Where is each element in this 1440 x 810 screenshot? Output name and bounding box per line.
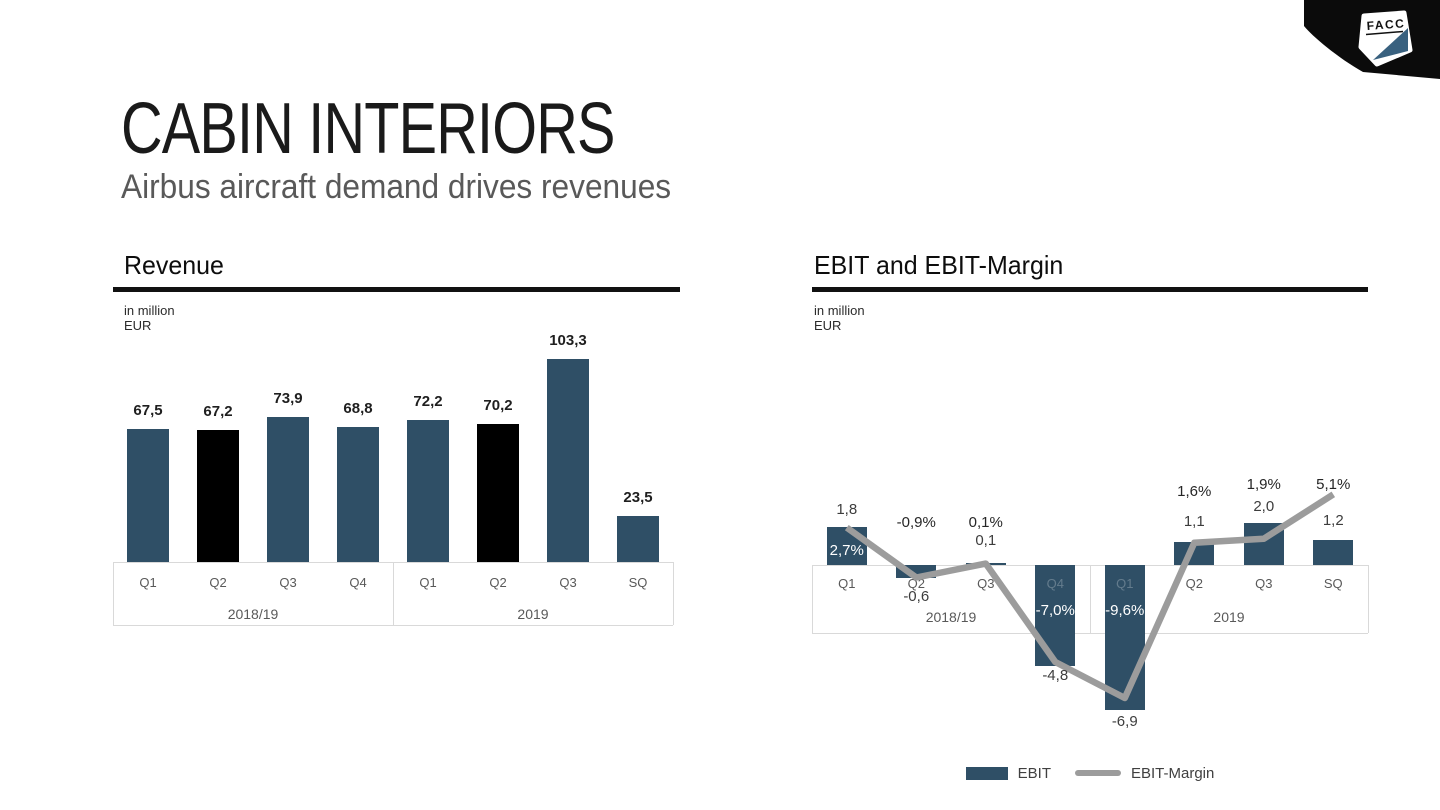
revenue-axis-divider: [393, 562, 394, 625]
revenue-bar-value: 70,2: [483, 397, 513, 415]
revenue-axis-divider: [113, 562, 114, 625]
ebit-margin-label: 2,7%: [829, 542, 864, 559]
ebit-axis-label: Q1: [1116, 576, 1134, 591]
ebit-margin-label: 0,1%: [968, 514, 1003, 531]
ebit-axis-label: Q3: [977, 576, 995, 591]
revenue-axis-label: SQ: [628, 575, 648, 590]
ebit-margin-label: 1,6%: [1177, 483, 1212, 500]
revenue-axis-label: Q3: [559, 575, 577, 590]
ebit-bar-value: 1,8: [836, 501, 858, 518]
ebit-axis-label: Q2: [1185, 576, 1203, 591]
facc-logo: FACC: [1304, 0, 1440, 79]
ebit-unit-line2: EUR: [814, 318, 842, 333]
ebit-bar: [1174, 541, 1215, 565]
legend-margin-label: EBIT-Margin: [1130, 764, 1215, 782]
revenue-axis-label: Q1: [419, 575, 437, 590]
page-subtitle: Airbus aircraft demand drives revenues: [121, 168, 672, 206]
ebit-bar: [965, 562, 1006, 565]
ebit-bar-value: 2,0: [1253, 498, 1275, 515]
revenue-unit-line1: in million: [124, 303, 175, 318]
revenue-bar: [407, 420, 449, 562]
ebit-axis-divider: [812, 565, 813, 633]
revenue-unit-label: in million EUR: [124, 303, 175, 333]
ebit-margin-label: -9,6%: [1105, 602, 1145, 619]
revenue-axis-label: Q1: [139, 575, 157, 590]
revenue-bar: [267, 416, 309, 562]
ebit-axis-label: SQ: [1323, 576, 1343, 591]
ebit-unit-label: in million EUR: [814, 303, 865, 333]
logo-tailfin-icon: [1373, 28, 1408, 60]
legend-ebit-swatch: [965, 766, 1008, 780]
revenue-bar-value: 23,5: [623, 488, 653, 506]
ebit-bar-value: 1,1: [1183, 513, 1205, 530]
ebit-bar-value: -4,8: [1042, 667, 1069, 684]
ebit-margin-label: -7,0%: [1035, 602, 1075, 619]
ebit-bar: [1313, 539, 1354, 565]
page-title: CABIN INTERIORS: [121, 89, 615, 169]
revenue-axis-label: Q2: [209, 575, 227, 590]
ebit-margin-label: 5,1%: [1316, 476, 1351, 493]
revenue-bar: [477, 424, 519, 562]
revenue-axis-bottomline: [113, 625, 673, 626]
revenue-axis-label: Q2: [489, 575, 507, 590]
revenue-heading: Revenue: [124, 250, 224, 280]
revenue-heading-rule: [113, 287, 680, 292]
revenue-bar-value: 67,5: [133, 402, 163, 420]
revenue-bar: [617, 515, 659, 562]
ebit-axis-label: Q4: [1046, 576, 1064, 591]
revenue-group-label: 2018/19: [227, 606, 279, 622]
revenue-bar: [337, 426, 379, 562]
ebit-legend: EBIT EBIT-Margin: [812, 760, 1368, 786]
revenue-bar-value: 72,2: [413, 393, 443, 411]
revenue-bar-value: 73,9: [273, 389, 303, 407]
ebit-axis-divider: [1368, 565, 1369, 633]
ebit-bar: [1243, 523, 1284, 565]
ebit-bar-value: 1,2: [1322, 512, 1344, 529]
ebit-bar-value: 0,1: [975, 532, 997, 549]
revenue-unit-line2: EUR: [124, 318, 152, 333]
revenue-bar: [127, 429, 169, 562]
ebit-margin-label: 1,9%: [1246, 476, 1281, 493]
ebit-bar-value: -0,6: [903, 588, 930, 605]
ebit-bar-value: -6,9: [1111, 713, 1138, 730]
revenue-axis-divider: [673, 562, 674, 625]
revenue-bar-value: 68,8: [343, 399, 373, 417]
ebit-axis-bottomline: [812, 633, 1368, 634]
legend-ebit-label: EBIT: [1017, 764, 1051, 782]
logo-underline: [1365, 30, 1404, 36]
ebit-margin-label: -0,9%: [896, 514, 936, 531]
ebit-axis-label: Q1: [838, 576, 856, 591]
ebit-unit-line1: in million: [814, 303, 865, 318]
revenue-bar-value: 67,2: [203, 402, 233, 420]
revenue-bar: [547, 359, 589, 562]
revenue-group-label: 2019: [517, 606, 549, 622]
revenue-bar: [197, 429, 239, 562]
ebit-axis-label: Q3: [1255, 576, 1273, 591]
revenue-axis-label: Q3: [279, 575, 297, 590]
logo-brand-text: FACC: [1366, 16, 1406, 33]
revenue-axis-label: Q4: [349, 575, 367, 590]
revenue-bar-value: 103,3: [549, 332, 587, 349]
legend-margin-swatch: [1074, 770, 1121, 776]
ebit-heading-rule: [812, 287, 1368, 292]
ebit-heading: EBIT and EBIT-Margin: [814, 250, 1064, 280]
